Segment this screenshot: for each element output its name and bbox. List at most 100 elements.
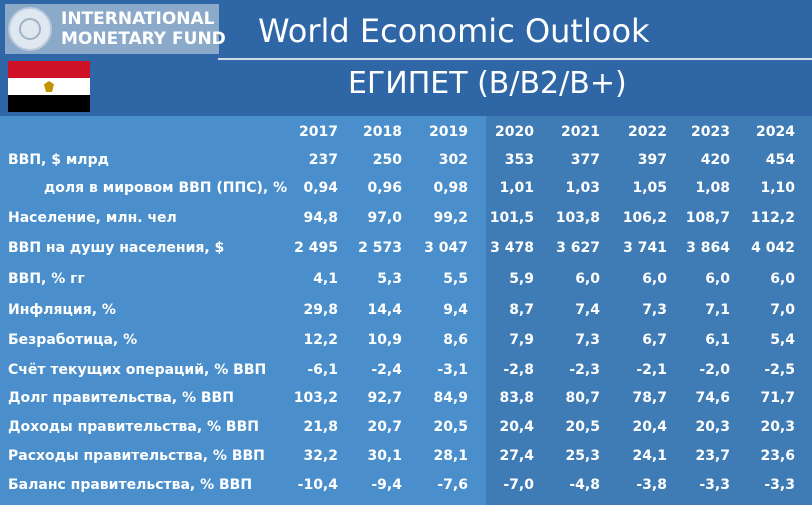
table-cell: 80,7 [565,390,600,406]
table-cell: 3 478 [490,240,534,256]
table-cell: 5,5 [443,271,468,287]
table-cell: 3 864 [686,240,730,256]
table-cell: 2 495 [294,240,338,256]
table-cell: 97,0 [367,210,402,226]
row-label: ВВП, % гг [8,271,85,287]
table-cell: 28,1 [433,448,468,464]
table-cell: 94,8 [303,210,338,226]
table-cell: 3 047 [424,240,468,256]
table-cell: 250 [372,152,402,168]
table-cell: 20,4 [499,419,534,435]
table-cell: 4 042 [751,240,795,256]
org-line-1: INTERNATIONAL [61,9,215,29]
table-cell: 0,98 [433,180,468,196]
table-cell: -4,8 [569,477,600,493]
table-header-row: 2017 2018 2019 2020 2021 2022 2023 2024 [0,118,812,146]
table-cell: 6,1 [705,332,730,348]
imf-seal-icon [8,7,52,51]
table-cell: 302 [438,152,468,168]
table-cell: 8,6 [443,332,468,348]
table-cell: 6,0 [770,271,795,287]
table-cell: 6,7 [642,332,667,348]
year-header: 2020 [495,124,534,140]
row-label: Доходы правительства, % ВВП [8,419,259,435]
page-title: World Economic Outlook [258,12,650,50]
imf-wordmark: INTERNATIONAL MONETARY FUND [61,9,226,49]
table-cell: -3,3 [764,477,795,493]
table-cell: 20,5 [433,419,468,435]
table-cell: 6,0 [575,271,600,287]
year-header: 2021 [561,124,600,140]
table-cell: 20,3 [695,419,730,435]
table-cell: 21,8 [303,419,338,435]
table-cell: 5,3 [377,271,402,287]
table-cell: 1,10 [760,180,795,196]
table-cell: 1,01 [499,180,534,196]
table-cell: 20,7 [367,419,402,435]
table-cell: -2,8 [503,362,534,378]
table-cell: 106,2 [622,210,667,226]
table-cell: 103,8 [555,210,600,226]
table-cell: 29,8 [303,302,338,318]
historical-panel [0,116,486,505]
table-cell: 3 627 [556,240,600,256]
table-cell: -2,4 [371,362,402,378]
table-cell: 1,03 [565,180,600,196]
table-cell: 7,1 [705,302,730,318]
table-row: Население, млн. чел 94,8 97,0 99,2 101,5 103,… [0,204,812,232]
row-label: Долг правительства, % ВВП [8,390,234,406]
table-cell: 6,0 [642,271,667,287]
row-label: доля в мировом ВВП (ППС), % [44,180,288,196]
table-cell: 101,5 [489,210,534,226]
table-row: Счёт текущих операций, % ВВП -6,1 -2,4 -3,1… [0,356,812,384]
header-divider [218,58,812,60]
table-row: ВВП, % гг 4,1 5,3 5,5 5,9 6,0 6,0 6,0 6,0 [0,265,812,293]
row-label: Расходы правительства, % ВВП [8,448,265,464]
table-cell: 7,3 [575,332,600,348]
country-title: ЕГИПЕТ (B/B2/B+) [348,66,627,101]
table-cell: 23,7 [695,448,730,464]
table-cell: 6,0 [705,271,730,287]
table-cell: 7,3 [642,302,667,318]
table-cell: 78,7 [632,390,667,406]
table-cell: 7,4 [575,302,600,318]
forecast-panel [486,116,812,505]
table-cell: 420 [700,152,730,168]
table-cell: 1,05 [632,180,667,196]
table-cell: 24,1 [632,448,667,464]
row-label: ВВП, $ млрд [8,152,109,168]
year-header: 2017 [299,124,338,140]
imf-logo: INTERNATIONAL MONETARY FUND [5,4,226,54]
table-cell: 92,7 [367,390,402,406]
table-cell: 83,8 [499,390,534,406]
year-header: 2022 [628,124,667,140]
year-header: 2023 [691,124,730,140]
table-cell: 23,6 [760,448,795,464]
table-cell: 3 741 [623,240,667,256]
table-cell: 454 [765,152,795,168]
row-label: ВВП на душу населения, $ [8,240,225,256]
table-row: Баланс правительства, % ВВП -10,4 -9,4 -7,6… [0,471,812,499]
table-cell: -2,5 [764,362,795,378]
header-banner: INTERNATIONAL MONETARY FUND World Econom… [0,0,812,116]
table-cell: 71,7 [760,390,795,406]
row-label: Безработица, % [8,332,138,348]
table-cell: 237 [308,152,338,168]
table-cell: -2,0 [699,362,730,378]
table-cell: 20,5 [565,419,600,435]
year-header: 2019 [429,124,468,140]
table-row: Расходы правительства, % ВВП 32,2 30,1 28,1… [0,442,812,470]
year-header: 2024 [756,124,795,140]
table-cell: -2,3 [569,362,600,378]
table-cell: 99,2 [433,210,468,226]
table-cell: 74,6 [695,390,730,406]
row-label: Баланс правительства, % ВВП [8,477,253,493]
table-cell: 1,08 [695,180,730,196]
table-cell: 8,7 [509,302,534,318]
table-row: Инфляция, % 29,8 14,4 9,4 8,7 7,4 7,3 7,1 7,0 [0,296,812,324]
table-cell: 7,0 [770,302,795,318]
table-cell: 397 [637,152,667,168]
table-cell: 0,96 [367,180,402,196]
row-label: Население, млн. чел [8,210,177,226]
table-row: Доходы правительства, % ВВП 21,8 20,7 20,5 2… [0,413,812,441]
